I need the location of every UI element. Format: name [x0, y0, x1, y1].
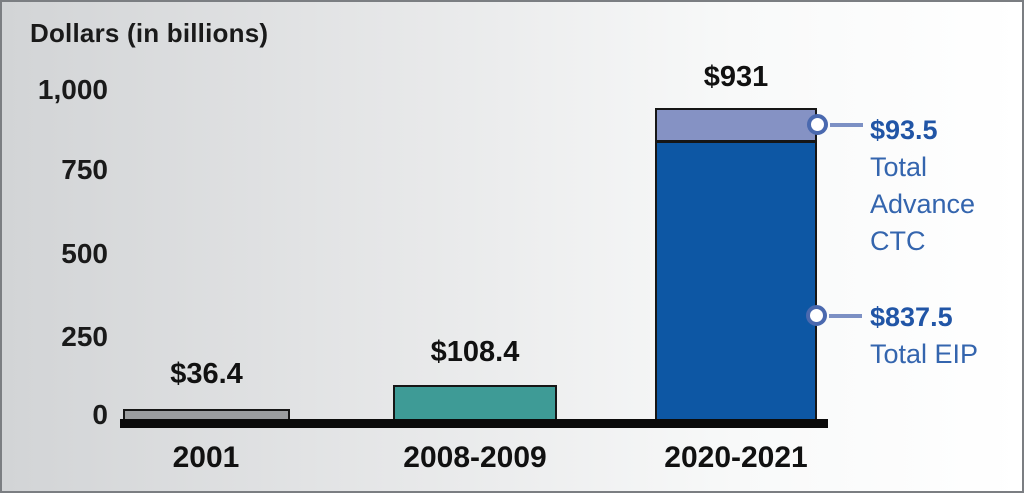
callout-advance-ctc-value: $93.5	[870, 115, 938, 145]
callout-advance-ctc: $93.5 Total Advance CTC	[870, 112, 975, 260]
chart-title: Dollars (in billions)	[30, 18, 269, 48]
bar-2020-2021	[655, 108, 817, 424]
y-axis-tick-500: 500	[61, 238, 108, 269]
y-axis-tick-750: 750	[61, 154, 108, 185]
callout-connector-eip	[829, 314, 862, 318]
callout-connector-advance-ctc	[830, 123, 863, 127]
x-axis-label-2001: 2001	[172, 441, 240, 474]
y-axis-tick-250: 250	[61, 321, 108, 352]
bar-2008-2009	[393, 385, 557, 424]
callout-eip-line1: Total EIP	[870, 339, 979, 369]
bar-segment-eip	[655, 142, 817, 424]
callout-advance-ctc-line2: Advance	[870, 189, 976, 219]
y-axis-tick-1000: 1,000	[37, 74, 108, 105]
value-label-2008-2009: $108.4	[430, 336, 520, 368]
bar-segment-advance-ctc	[655, 108, 817, 142]
x-axis-label-2020-2021: 2020-2021	[664, 441, 808, 474]
callout-advance-ctc-line3: CTC	[870, 226, 926, 256]
callout-marker-advance-ctc	[807, 114, 828, 135]
x-axis-baseline	[120, 419, 828, 428]
y-axis-tick-0: 0	[92, 399, 108, 430]
callout-eip-value: $837.5	[870, 302, 953, 332]
x-axis-label-2008-2009: 2008-2009	[403, 441, 547, 474]
callout-marker-eip	[806, 305, 827, 326]
value-label-2020-2021: $931	[703, 61, 769, 93]
value-label-2001: $36.4	[170, 358, 243, 390]
callout-advance-ctc-line1: Total	[870, 152, 928, 182]
callout-eip: $837.5 Total EIP	[870, 299, 978, 373]
